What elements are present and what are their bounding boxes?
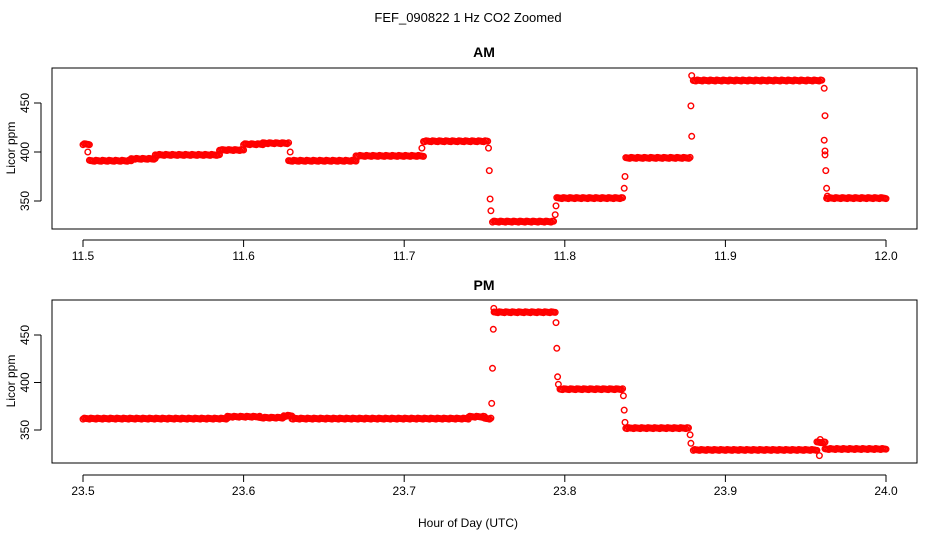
am-data-point xyxy=(420,152,428,160)
am-data-point xyxy=(822,167,830,175)
pm-data-point xyxy=(687,439,695,447)
am-plot-frame xyxy=(51,67,918,230)
pm-x-axis: 23.5 23.6 23.7 23.8 23.9 24.0 xyxy=(71,474,898,498)
am-data-point xyxy=(686,153,694,161)
am-y-tick-label: 350 xyxy=(18,191,32,211)
am-data-point xyxy=(620,184,628,192)
pm-data-point xyxy=(815,452,823,460)
pm-plot-frame xyxy=(51,299,918,464)
pm-data-point xyxy=(488,399,496,407)
pm-y-tick-label: 450 xyxy=(18,325,32,345)
pm-x-tick-label: 23.5 xyxy=(71,484,95,498)
pm-data-point xyxy=(619,392,627,400)
am-data-point xyxy=(823,192,831,200)
pm-data-point xyxy=(487,414,495,422)
pm-y-axis-label: Licor ppm xyxy=(4,355,18,408)
am-data-point xyxy=(621,172,629,180)
am-data-point xyxy=(688,132,696,140)
pm-panel-title: PM xyxy=(474,277,495,293)
am-data-point xyxy=(882,195,890,203)
am-data-point xyxy=(84,148,92,156)
pm-data-point xyxy=(554,380,562,388)
am-data-point xyxy=(688,72,696,80)
am-data-point xyxy=(687,102,695,110)
am-x-tick-label: 11.7 xyxy=(393,249,416,263)
am-data-point xyxy=(619,194,627,202)
am-data-point xyxy=(285,139,293,147)
pm-data-point xyxy=(489,364,497,372)
pm-data-point xyxy=(551,308,559,316)
pm-x-tick-label: 23.8 xyxy=(553,484,577,498)
pm-data-points xyxy=(79,304,890,460)
am-panel: AM 11.5 11.6 11.7 11.8 11.9 12.0 350 400 450 Li… xyxy=(4,44,918,263)
am-x-tick-label: 12.0 xyxy=(874,249,898,263)
pm-data-point xyxy=(621,418,629,426)
pm-data-point xyxy=(490,304,498,312)
am-y-axis-label: Licor ppm xyxy=(4,122,18,175)
am-data-points xyxy=(79,72,890,226)
am-y-axis: 350 400 450 xyxy=(18,93,42,211)
am-data-point xyxy=(820,136,828,144)
pm-y-tick-label: 350 xyxy=(18,420,32,440)
am-data-point xyxy=(550,217,558,225)
pm-data-point xyxy=(553,344,561,352)
am-x-tick-label: 11.8 xyxy=(554,249,577,263)
pm-x-tick-label: 24.0 xyxy=(874,484,898,498)
pm-data-point xyxy=(685,424,693,432)
am-data-point xyxy=(821,147,829,155)
am-data-point xyxy=(487,207,495,215)
am-panel-title: AM xyxy=(473,44,495,60)
chart-title: FEF_090822 1 Hz CO2 Zoomed xyxy=(374,10,561,25)
am-data-point xyxy=(85,141,93,149)
am-data-point xyxy=(484,137,492,145)
am-y-tick-label: 450 xyxy=(18,93,32,113)
am-data-point xyxy=(552,202,560,210)
pm-panel: PM 23.5 23.6 23.7 23.8 23.9 24.0 350 400 450 Li… xyxy=(4,277,918,498)
am-x-tick-label: 11.9 xyxy=(714,249,737,263)
pm-data-point xyxy=(816,436,824,444)
am-data-point xyxy=(551,211,559,219)
am-x-axis: 11.5 11.6 11.7 11.8 11.9 12.0 xyxy=(72,239,898,263)
pm-y-axis: 350 400 450 xyxy=(18,325,42,440)
pm-data-point xyxy=(882,445,890,453)
am-x-tick-label: 11.5 xyxy=(72,249,95,263)
am-data-point xyxy=(823,184,831,192)
am-data-point xyxy=(821,151,829,159)
pm-data-point xyxy=(620,406,628,414)
am-data-point xyxy=(485,167,493,175)
pm-x-tick-label: 23.6 xyxy=(232,484,256,498)
am-data-point xyxy=(820,84,828,92)
am-data-point xyxy=(286,148,294,156)
am-data-point xyxy=(485,144,493,152)
am-data-point xyxy=(418,144,426,152)
am-data-point xyxy=(818,76,826,84)
pm-y-tick-label: 400 xyxy=(18,372,32,392)
pm-data-point xyxy=(552,319,560,327)
pm-x-tick-label: 23.9 xyxy=(714,484,738,498)
pm-x-tick-label: 23.7 xyxy=(393,484,417,498)
am-x-tick-label: 11.6 xyxy=(232,249,255,263)
pm-data-point xyxy=(619,385,627,393)
pm-data-point xyxy=(686,431,694,439)
am-data-point xyxy=(486,195,494,203)
am-y-tick-label: 400 xyxy=(18,142,32,162)
am-data-point xyxy=(821,112,829,120)
pm-data-point xyxy=(554,373,562,381)
pm-data-point xyxy=(489,325,497,333)
x-axis-label: Hour of Day (UTC) xyxy=(418,516,518,530)
